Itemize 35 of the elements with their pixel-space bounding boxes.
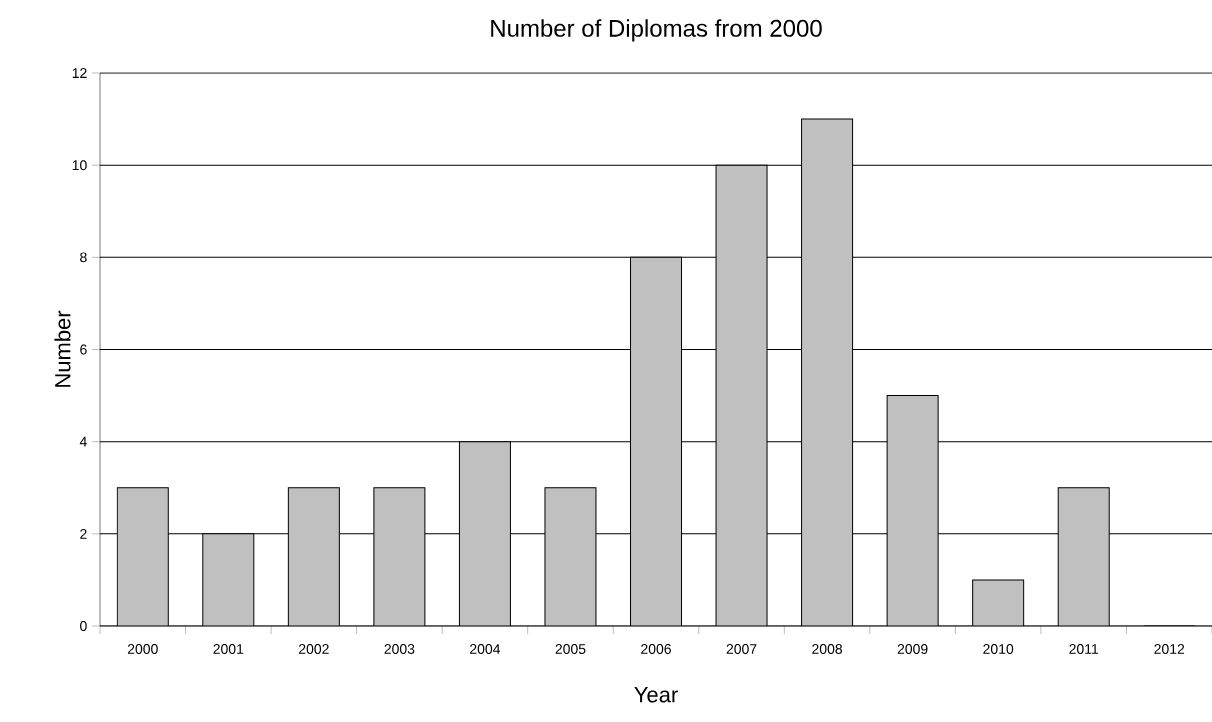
bar: [458, 441, 511, 626]
bar: [116, 487, 169, 626]
y-tick-label: 0: [80, 621, 87, 631]
bar: [1057, 487, 1110, 626]
bar: [715, 164, 768, 626]
x-tick-label: 2000: [127, 644, 158, 654]
y-tick-label: 8: [80, 252, 87, 263]
bar: [373, 487, 426, 626]
y-axis-title: Number: [54, 310, 71, 387]
x-axis-title: Year: [634, 687, 678, 703]
x-tick-label: 2011: [1069, 644, 1099, 654]
x-tick-label: 2001: [213, 644, 244, 654]
y-tick-label: 4: [79, 436, 87, 447]
y-tick-label: 6: [80, 344, 87, 355]
y-tick-label: 12: [72, 68, 87, 78]
x-tick-label: 2008: [812, 644, 843, 654]
bar: [630, 256, 683, 626]
x-tick-label: 2007: [726, 644, 757, 654]
x-tick-label: 2005: [555, 644, 586, 654]
x-tick-label: 2012: [1154, 644, 1185, 654]
x-tick-label: 2009: [897, 644, 928, 654]
chart-title: Number of Diplomas from 2000: [491, 19, 822, 42]
bar: [202, 533, 255, 626]
x-tick-label: 2006: [641, 644, 671, 654]
bar: [287, 487, 340, 626]
bar: [886, 395, 939, 626]
bar: [972, 579, 1025, 626]
bar: [544, 487, 597, 626]
x-tick-label: 2004: [470, 644, 501, 654]
x-tick-label: 2010: [983, 644, 1014, 654]
y-tick-label: 2: [80, 528, 87, 539]
y-tick-label: 10: [72, 160, 87, 171]
bar: [801, 118, 854, 626]
x-tick-label: 2003: [384, 644, 415, 654]
x-tick-label: 2002: [298, 644, 329, 654]
